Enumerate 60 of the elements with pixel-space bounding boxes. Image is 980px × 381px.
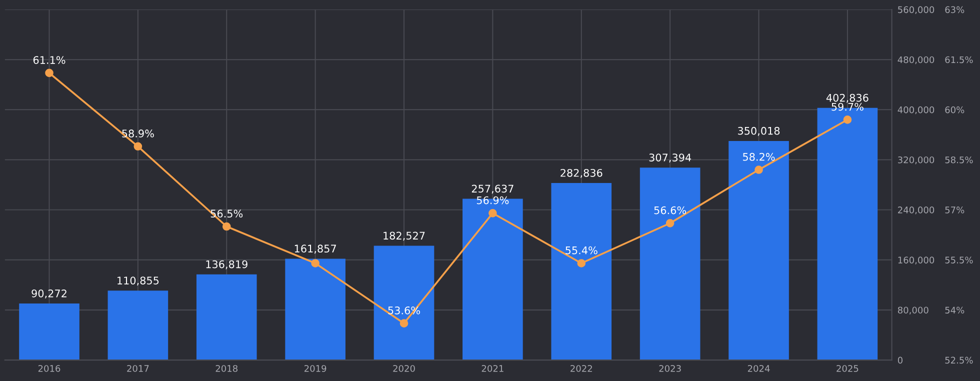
x-tick-label: 2021 <box>482 365 504 372</box>
y2-tick-label: 58.5% <box>945 156 973 164</box>
bar <box>374 246 434 360</box>
y2-tick-label: 63% <box>945 6 964 14</box>
y-tick-label: 160,000 <box>898 256 934 264</box>
data-label: 61.1% <box>33 56 66 64</box>
y2-tick-label: 57% <box>945 206 964 214</box>
point <box>311 259 320 268</box>
x-tick-label: 2023 <box>659 365 681 372</box>
bar <box>285 258 346 360</box>
point <box>134 142 142 151</box>
bar <box>640 168 700 360</box>
y-tick-label: 80,000 <box>898 306 928 314</box>
y2-tick-label: 54% <box>945 306 964 314</box>
bar <box>108 290 168 360</box>
y-tick-label: 240,000 <box>898 206 934 214</box>
data-label: 282,836 <box>560 168 602 178</box>
point <box>666 219 674 228</box>
data-label: 307,394 <box>649 154 692 163</box>
x-tick-label: 2022 <box>570 365 592 372</box>
bar <box>196 274 257 360</box>
y-tick-label: 320,000 <box>898 156 934 164</box>
point <box>400 319 408 328</box>
point <box>222 222 231 231</box>
y2-tick-label: 60% <box>945 106 964 114</box>
y2-tick-label: 52.5% <box>945 356 973 364</box>
point <box>843 116 852 124</box>
point <box>577 259 586 268</box>
x-tick-label: 2024 <box>748 365 770 372</box>
bar <box>551 183 612 360</box>
data-label: 56.9% <box>476 196 509 204</box>
data-label: 58.2% <box>743 152 775 161</box>
point <box>45 68 54 78</box>
point <box>488 208 497 218</box>
data-label: 350,018 <box>738 126 780 136</box>
y2-tick-label: 55.5% <box>945 256 973 264</box>
y-tick-label: 480,000 <box>898 56 934 64</box>
x-tick-label: 2016 <box>38 365 60 372</box>
data-label: 110,855 <box>118 276 159 286</box>
x-tick-label: 2019 <box>304 365 326 372</box>
data-label: 402,836 <box>826 94 868 103</box>
bar <box>728 140 789 360</box>
data-label: 90,272 <box>32 289 66 298</box>
point <box>754 166 763 174</box>
data-label: 56.6% <box>654 206 686 214</box>
y-tick-label: 0 <box>898 356 902 364</box>
data-label: 55.4% <box>566 246 598 254</box>
data-label: 182,527 <box>384 232 425 241</box>
x-tick-label: 2025 <box>836 365 858 372</box>
y2-tick-label: 61.5% <box>945 56 973 64</box>
data-label: 58.9% <box>122 130 154 138</box>
data-label: 136,819 <box>206 260 248 270</box>
x-tick-label: 2018 <box>216 365 238 372</box>
data-label: 257,637 <box>472 184 514 194</box>
x-tick-label: 2020 <box>393 365 415 372</box>
y-tick-label: 560,000 <box>898 6 934 14</box>
bar <box>19 304 80 360</box>
y-tick-label: 400,000 <box>898 106 934 114</box>
x-tick-label: 2017 <box>127 365 149 372</box>
data-label: 161,857 <box>294 244 336 254</box>
